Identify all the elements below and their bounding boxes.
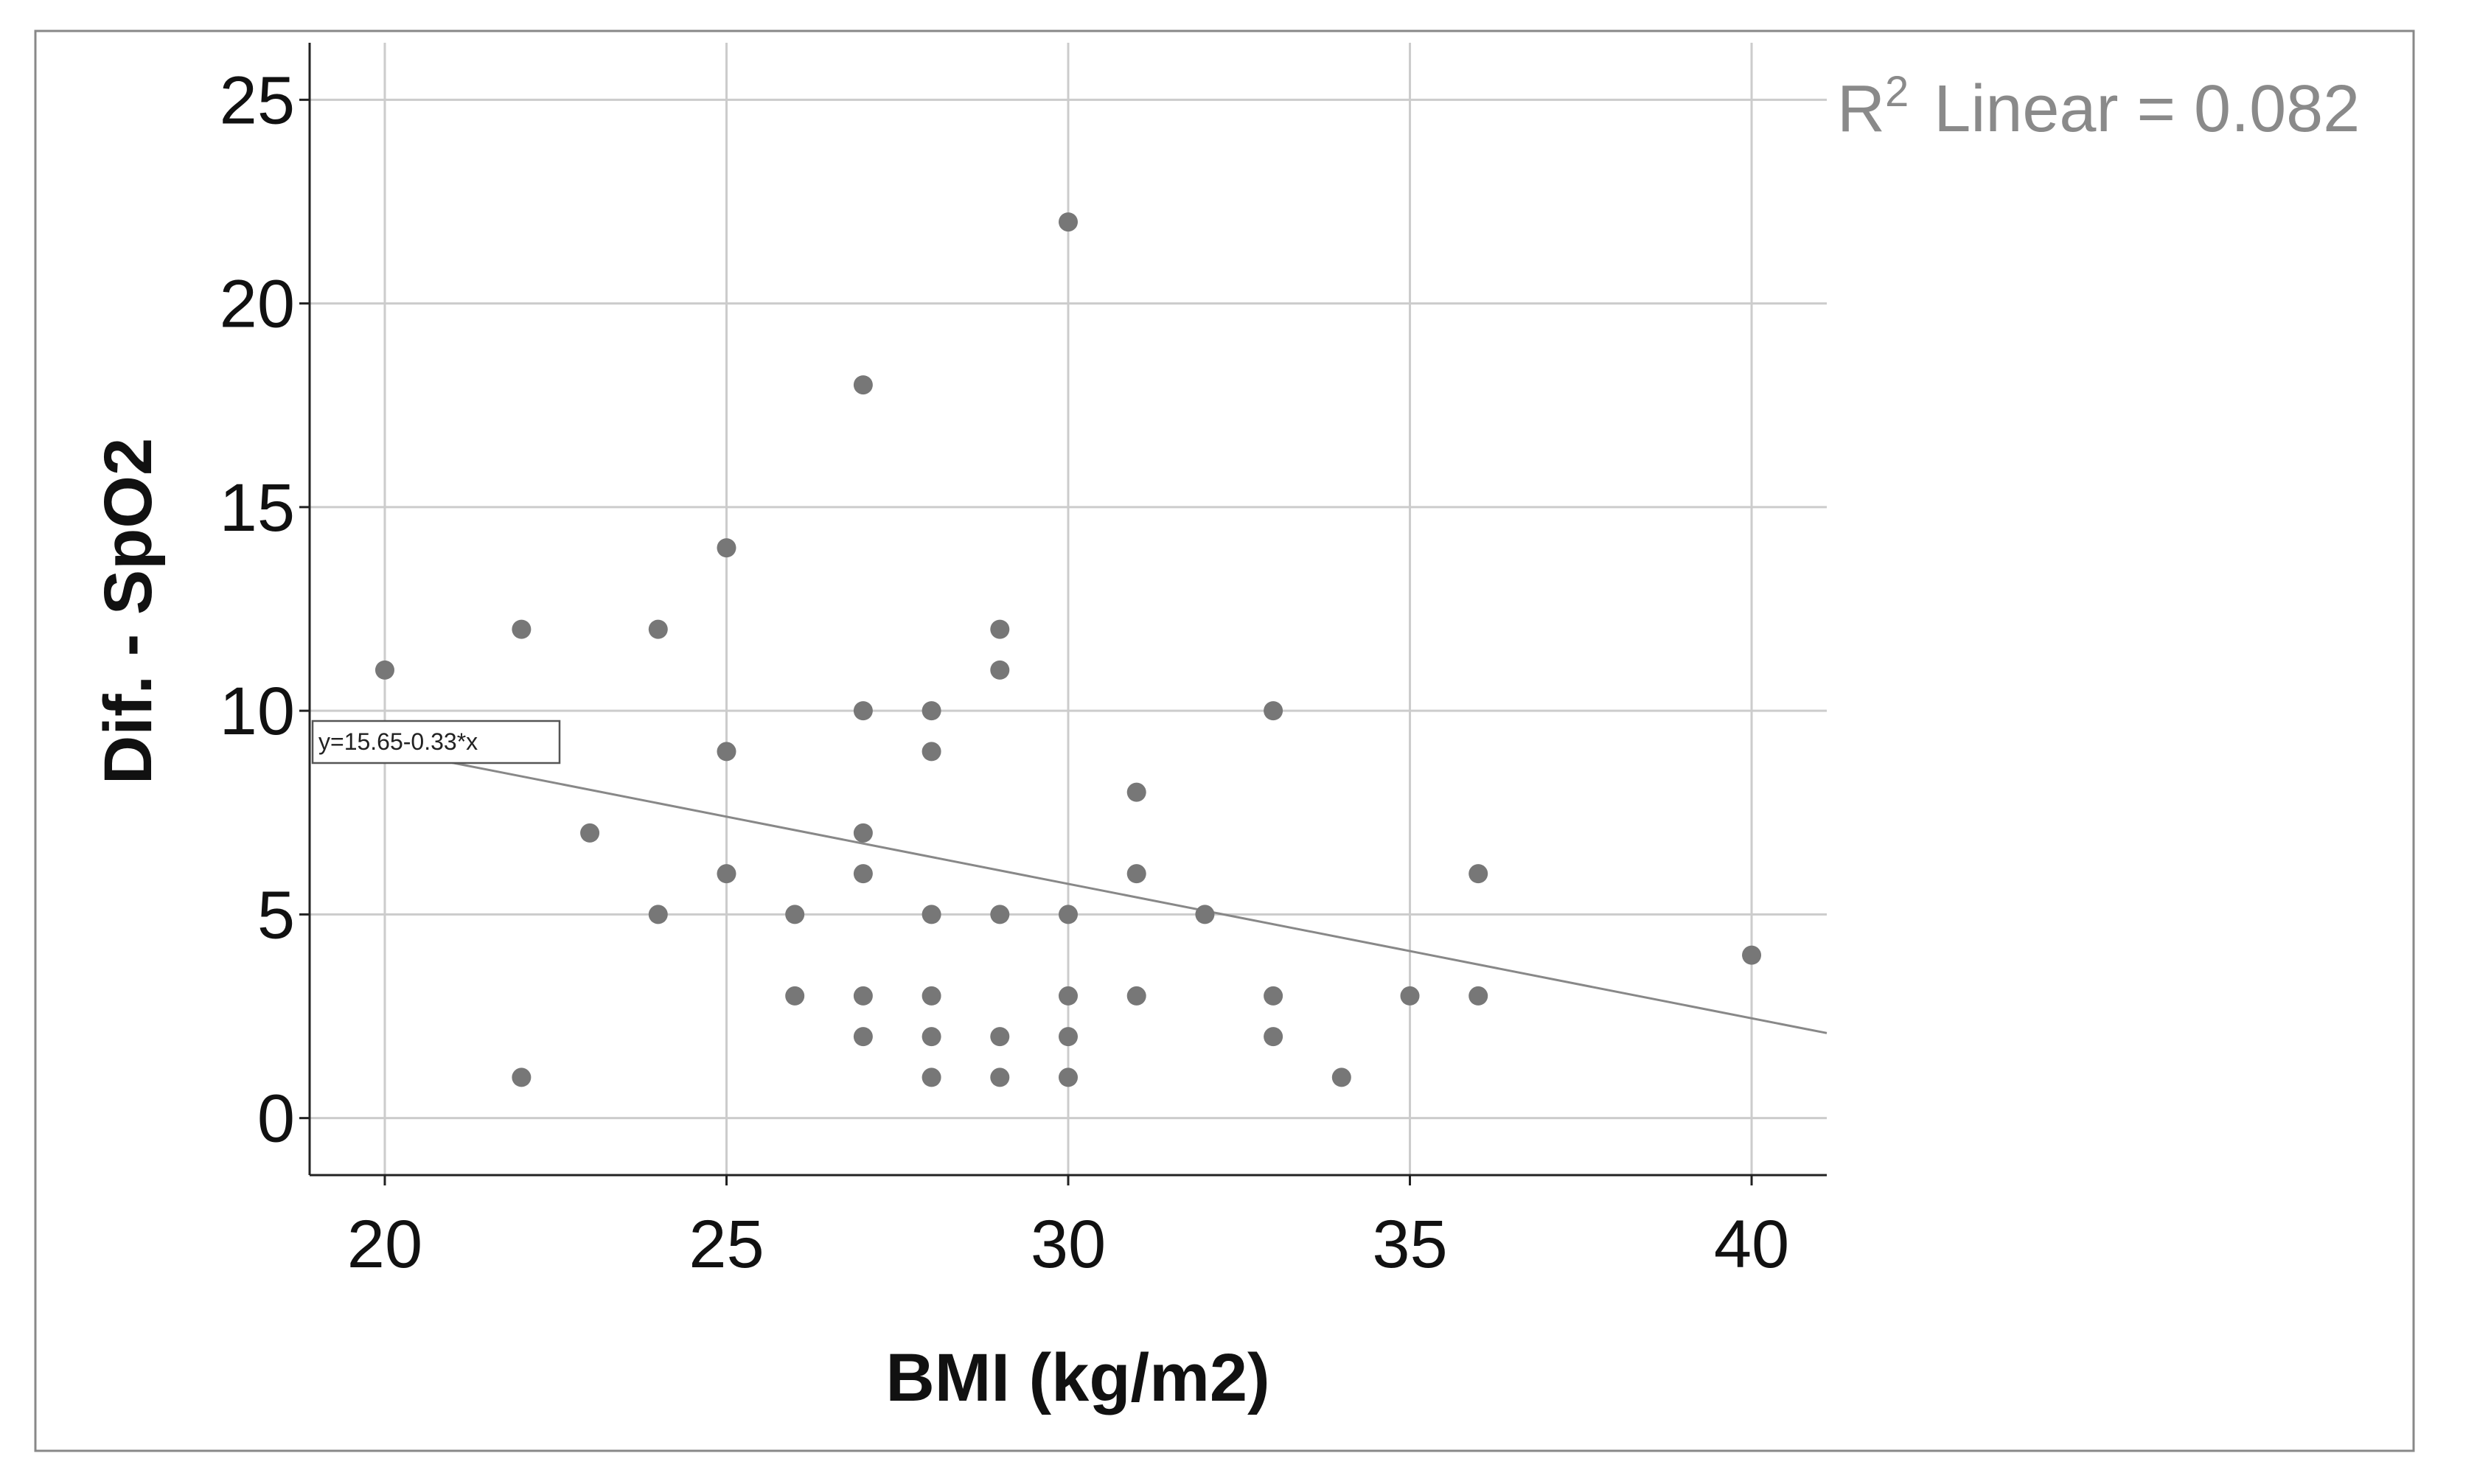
data-point [1126,986,1146,1006]
equation-box-border [311,720,561,764]
y-tick-label: 25 [220,63,295,138]
data-point [990,660,1010,680]
r2-annotation: R2 Linear = 0.082 [1837,68,2360,146]
data-point [1059,212,1078,232]
data-point [1195,905,1215,924]
data-point [374,660,394,680]
data-point [580,823,600,843]
equation-label: y=15.65-0.33*x [318,728,478,755]
equation-label-box: y=15.65-0.33*x [311,720,561,764]
data-point [922,701,941,721]
x-tick-label: 30 [1031,1207,1106,1282]
data-point [717,864,736,884]
x-tick-label: 25 [689,1207,764,1282]
data-point [1059,1067,1078,1087]
grid-lines [310,43,1827,1175]
data-point [853,1027,873,1047]
data-point [853,823,873,843]
data-point [1059,1027,1078,1047]
data-point [785,905,805,924]
data-point [853,701,873,721]
x-tick-label: 20 [347,1207,422,1282]
data-point [1126,782,1146,802]
data-point [990,905,1010,924]
y-tick-label: 0 [257,1081,295,1157]
data-point [512,619,532,639]
data-point [1059,905,1078,924]
data-point [648,619,668,639]
data-points [374,212,1762,1087]
data-point [512,1067,532,1087]
data-point [1059,986,1078,1006]
data-point [1469,864,1488,884]
data-point [648,905,668,924]
y-tick-label: 10 [220,674,295,749]
data-point [1126,864,1146,884]
tick-labels: 0 5 10 15 20 25 20 25 30 35 40 [220,63,1790,1282]
data-point [990,1027,1010,1047]
data-point [1264,1027,1283,1047]
fit-line-group [384,748,1828,1034]
y-tick-label: 5 [257,877,295,952]
data-point [853,986,873,1006]
y-tick-label: 20 [220,267,295,342]
data-point [1469,986,1488,1006]
data-point [1264,986,1283,1006]
data-point [785,986,805,1006]
data-point [922,1027,941,1047]
data-point [990,619,1010,639]
data-point [717,538,736,558]
y-axis-label: Dif. - SpO2 [91,438,166,784]
data-point [1331,1067,1351,1087]
data-point [853,375,873,395]
x-tick-label: 40 [1714,1207,1789,1282]
data-point [717,742,736,762]
y-tick-label: 15 [220,470,295,546]
r2-label: Linear = 0.082 [1934,72,2360,146]
x-axis-label: BMI (kg/m2) [885,1340,1269,1415]
data-point [922,742,941,762]
data-point [853,864,873,884]
data-point [1742,945,1762,965]
data-point [990,1067,1010,1087]
data-point [922,1067,941,1087]
r2-superscript: 2 [1885,68,1909,116]
data-point [1264,701,1283,721]
x-tick-label: 35 [1372,1207,1447,1282]
data-point [922,905,941,924]
data-point [1400,986,1420,1006]
regression-line [384,748,1828,1034]
data-point [922,986,941,1006]
r2-prefix: R [1837,72,1885,146]
